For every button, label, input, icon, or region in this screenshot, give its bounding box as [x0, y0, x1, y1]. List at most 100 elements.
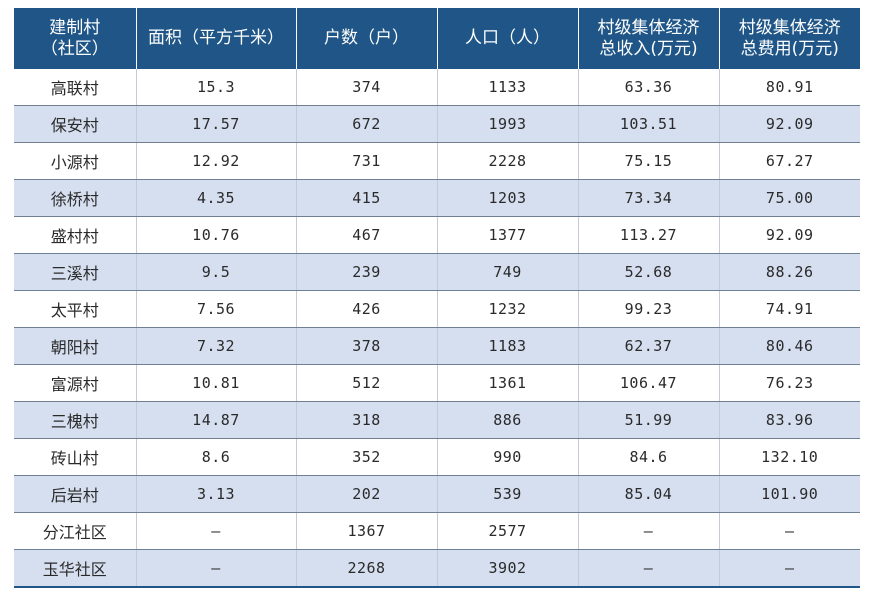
table-row: 保安村 17.57 672 1993 103.51 92.09 — [14, 105, 860, 143]
village-name-cell: 后岩村 — [14, 475, 136, 513]
households-cell: 1367 — [295, 512, 437, 550]
header-households-label: 户数（户） — [324, 28, 409, 48]
expense-cell: 132.10 — [718, 438, 860, 476]
area-cell: 7.56 — [135, 290, 296, 328]
area-cell: 3.13 — [135, 475, 296, 513]
households-cell: 512 — [295, 364, 437, 402]
households-cell: 202 — [295, 475, 437, 513]
header-households: 户数（户） — [295, 8, 437, 69]
table-row: 高联村 15.3 374 1133 63.36 80.91 — [14, 69, 860, 106]
population-cell: 1232 — [436, 290, 578, 328]
income-cell: 99.23 — [577, 290, 719, 328]
table-row: 玉华社区 —2268 3902— — — [14, 549, 860, 588]
households-cell: 415 — [295, 179, 437, 217]
village-statistics-table-container: 建制村 （社区） 面积（平方千米） 户数（户） 人口（人） 村级集体经济 总收入… — [14, 8, 860, 588]
village-name-cell: 三槐村 — [14, 401, 136, 439]
population-cell: 1361 — [436, 364, 578, 402]
header-income-line1: 村级集体经济 — [597, 17, 700, 38]
village-name-cell: 富源村 — [14, 364, 136, 402]
expense-cell: — — [718, 549, 860, 588]
area-cell: 10.81 — [135, 364, 296, 402]
table-body: 高联村 15.3 374 1133 63.36 80.91 保安村 17.57 672 1993 1… — [14, 69, 860, 588]
income-cell: 63.36 — [577, 69, 719, 106]
population-cell: 886 — [436, 401, 578, 439]
income-cell: — — [577, 549, 719, 588]
table-row: 朝阳村 7.32 378 1183 62.37 80.46 — [14, 327, 860, 365]
village-statistics-table: 建制村 （社区） 面积（平方千米） 户数（户） 人口（人） 村级集体经济 总收入… — [14, 8, 860, 588]
households-cell: 2268 — [295, 549, 437, 588]
table-row: 分江社区 —1367 2577— — — [14, 512, 860, 550]
households-cell: 239 — [295, 253, 437, 291]
area-cell: — — [135, 512, 296, 550]
population-cell: 1203 — [436, 179, 578, 217]
expense-cell: 80.91 — [718, 69, 860, 106]
area-cell: 17.57 — [135, 105, 296, 143]
population-cell: 1993 — [436, 105, 578, 143]
header-row: 建制村 （社区） 面积（平方千米） 户数（户） 人口（人） 村级集体经济 总收入… — [14, 8, 860, 69]
income-cell: 73.34 — [577, 179, 719, 217]
table-row: 三槐村 14.87 318 886 51.99 83.96 — [14, 401, 860, 439]
village-name-cell: 小源村 — [14, 142, 136, 180]
header-expense: 村级集体经济 总费用(万元) — [718, 8, 860, 69]
population-cell: 749 — [436, 253, 578, 291]
table-row: 太平村 7.56 426 1232 99.23 74.91 — [14, 290, 860, 328]
area-cell: 12.92 — [135, 142, 296, 180]
households-cell: 318 — [295, 401, 437, 439]
population-cell: 3902 — [436, 549, 578, 588]
area-cell: 14.87 — [135, 401, 296, 439]
income-cell: 62.37 — [577, 327, 719, 365]
income-cell: 85.04 — [577, 475, 719, 513]
households-cell: 374 — [295, 69, 437, 106]
header-expense-line2: 总费用(万元) — [740, 38, 839, 59]
table-row: 后岩村 3.13 202 539 85.04 101.90 — [14, 475, 860, 513]
header-village: 建制村 （社区） — [14, 8, 136, 69]
income-cell: 106.47 — [577, 364, 719, 402]
area-cell: 4.35 — [135, 179, 296, 217]
expense-cell: 76.23 — [718, 364, 860, 402]
households-cell: 378 — [295, 327, 437, 365]
population-cell: 2228 — [436, 142, 578, 180]
village-name-cell: 保安村 — [14, 105, 136, 143]
village-name-cell: 太平村 — [14, 290, 136, 328]
households-cell: 352 — [295, 438, 437, 476]
income-cell: 84.6 — [577, 438, 719, 476]
header-income: 村级集体经济 总收入(万元) — [577, 8, 719, 69]
header-village-line2: （社区） — [40, 38, 109, 59]
header-population-label: 人口（人） — [465, 28, 550, 48]
village-name-cell: 砖山村 — [14, 438, 136, 476]
expense-cell: 75.00 — [718, 179, 860, 217]
expense-cell: 80.46 — [718, 327, 860, 365]
table-row: 小源村 12.92 731 2228 75.15 67.27 — [14, 142, 860, 180]
expense-cell: 83.96 — [718, 401, 860, 439]
header-population: 人口（人） — [436, 8, 578, 69]
header-area-label: 面积（平方千米） — [148, 28, 284, 48]
income-cell: 51.99 — [577, 401, 719, 439]
expense-cell: 101.90 — [718, 475, 860, 513]
households-cell: 467 — [295, 216, 437, 254]
households-cell: 426 — [295, 290, 437, 328]
village-name-cell: 盛村村 — [14, 216, 136, 254]
households-cell: 731 — [295, 142, 437, 180]
table-row: 盛村村 10.76 467 1377 113.27 92.09 — [14, 216, 860, 254]
area-cell: 10.76 — [135, 216, 296, 254]
population-cell: 2577 — [436, 512, 578, 550]
expense-cell: 88.26 — [718, 253, 860, 291]
header-area: 面积（平方千米） — [135, 8, 296, 69]
expense-cell: 92.09 — [718, 216, 860, 254]
table-row: 砖山村 8.6 352 990 84.6 132.10 — [14, 438, 860, 476]
area-cell: 9.5 — [135, 253, 296, 291]
area-cell: 7.32 — [135, 327, 296, 365]
header-expense-line1: 村级集体经济 — [738, 17, 841, 38]
expense-cell: — — [718, 512, 860, 550]
income-cell: 52.68 — [577, 253, 719, 291]
area-cell: — — [135, 549, 296, 588]
income-cell: 103.51 — [577, 105, 719, 143]
population-cell: 539 — [436, 475, 578, 513]
expense-cell: 92.09 — [718, 105, 860, 143]
village-name-cell: 高联村 — [14, 69, 136, 106]
households-cell: 672 — [295, 105, 437, 143]
table-row: 徐桥村 4.35 415 1203 73.34 75.00 — [14, 179, 860, 217]
area-cell: 15.3 — [135, 69, 296, 106]
village-name-cell: 朝阳村 — [14, 327, 136, 365]
population-cell: 1183 — [436, 327, 578, 365]
